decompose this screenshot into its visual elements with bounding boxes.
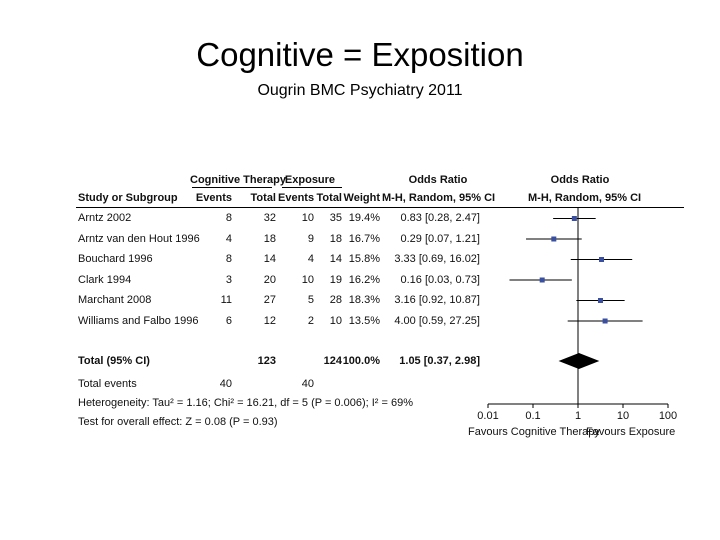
heterogeneity-text: Heterogeneity: Tau² = 1.16; Chi² = 16.21… (78, 397, 413, 409)
study-exp-events: 9 (307, 232, 314, 245)
slide-title: Cognitive = Exposition (196, 36, 524, 73)
study-exp-events: 10 (301, 212, 314, 224)
study-point-marker (597, 298, 603, 303)
favours-left-label: Favours Cognitive Therapy (468, 426, 600, 438)
total-ct-total: 123 (257, 355, 276, 367)
header-exp-total: Total (316, 192, 342, 204)
study-exp-events: 10 (301, 273, 314, 286)
header-weight: Weight (343, 192, 380, 204)
study-point-marker (599, 257, 605, 262)
pooled-effect-diamond (558, 353, 600, 369)
study-exp-total: 18 (329, 232, 342, 245)
header-rule (76, 207, 684, 208)
header-underline-ct (192, 187, 272, 188)
header-exp-events: Events (278, 192, 315, 204)
study-weight: 19.4% (348, 212, 380, 224)
header-cognitive-therapy: Cognitive Therapy (190, 174, 286, 186)
total-label: Total (95% CI) (78, 355, 150, 367)
x-axis-tick-label: 0.1 (525, 410, 540, 422)
header-odds-ratio-plot: Odds Ratio (550, 174, 610, 186)
study-ci: 3.16 [0.92, 10.87] (394, 294, 480, 306)
study-weight: 15.8% (348, 253, 380, 265)
study-point-marker (571, 216, 577, 221)
header-odds-ratio: Odds Ratio (408, 174, 468, 186)
study-weight: 16.2% (348, 273, 380, 286)
x-axis-tick-label: 1 (575, 410, 581, 422)
total-events-exp: 40 (301, 378, 314, 390)
study-ct-events: 6 (225, 314, 232, 327)
study-name: Bouchard 1996 (78, 253, 153, 265)
header-study: Study or Subgroup (78, 192, 178, 204)
study-weight: 13.5% (348, 314, 380, 327)
study-exp-total: 35 (329, 212, 342, 224)
study-ci: 0.29 [0.07, 1.21] (400, 232, 480, 245)
study-exp-total: 10 (329, 314, 342, 327)
study-ci: 4.00 [0.59, 27.25] (394, 314, 480, 327)
study-ci: 0.83 [0.28, 2.47] (400, 212, 480, 224)
study-exp-total: 28 (329, 294, 342, 306)
study-name: Clark 1994 (78, 273, 132, 286)
study-ct-events: 8 (225, 212, 232, 224)
study-ct-events: 4 (225, 232, 232, 245)
study-ct-events: 8 (225, 253, 232, 265)
header-method: M-H, Random, 95% CI (382, 192, 496, 204)
forest-plot-figure: Cognitive Therapy Exposure Odds Ratio Od… (72, 168, 688, 448)
study-point-marker (602, 318, 608, 324)
study-weight: 16.7% (348, 232, 380, 245)
header-plot-method: M-H, Random, 95% CI (528, 192, 642, 204)
study-name: Arntz 2002 (78, 212, 132, 224)
total-ci: 1.05 [0.37, 2.98] (399, 355, 480, 367)
study-ct-total: 27 (263, 294, 276, 306)
study-exp-events: 4 (307, 253, 314, 265)
x-axis-tick-label: 10 (617, 410, 629, 422)
study-ci: 3.33 [0.69, 16.02] (394, 253, 480, 265)
study-weight: 18.3% (348, 294, 380, 306)
header-underline-exp (282, 187, 342, 188)
study-exp-events: 2 (307, 314, 314, 327)
study-name: Williams and Falbo 1996 (78, 314, 199, 327)
study-name: Arntz van den Hout 1996 (78, 232, 200, 245)
study-ct-total: 18 (263, 232, 276, 245)
study-exp-total: 14 (329, 253, 342, 265)
study-ct-total: 14 (263, 253, 276, 265)
forest-plot-svg: 0.01 0.1 1 10 100 (477, 208, 677, 422)
total-events-ct: 40 (219, 378, 232, 390)
study-point-marker (539, 277, 545, 283)
x-axis-tick-label: 0.01 (477, 410, 498, 422)
study-exp-total: 19 (329, 273, 342, 286)
study-point-marker (551, 236, 557, 242)
study-ct-events: 11 (220, 294, 232, 306)
header-ct-events: Events (195, 192, 232, 204)
study-ci: 0.16 [0.03, 0.73] (400, 273, 480, 286)
study-ct-total: 12 (263, 314, 276, 327)
header-ct-total: Total (250, 192, 276, 204)
study-ct-total: 20 (263, 273, 276, 286)
study-name: Marchant 2008 (78, 294, 152, 306)
x-axis-tick-label: 100 (659, 410, 677, 422)
total-events-label: Total events (78, 378, 137, 390)
header-exposure: Exposure (284, 174, 336, 186)
study-exp-events: 5 (307, 294, 314, 306)
total-exp-total: 124 (323, 355, 342, 367)
overall-effect-text: Test for overall effect: Z = 0.08 (P = 0… (78, 416, 278, 428)
study-ct-events: 3 (225, 273, 232, 286)
study-ct-total: 32 (263, 212, 276, 224)
slide-subtitle: Ougrin BMC Psychiatry 2011 (257, 82, 463, 99)
total-weight: 100.0% (342, 355, 380, 367)
favours-right-label: Favours Exposure (586, 426, 676, 438)
